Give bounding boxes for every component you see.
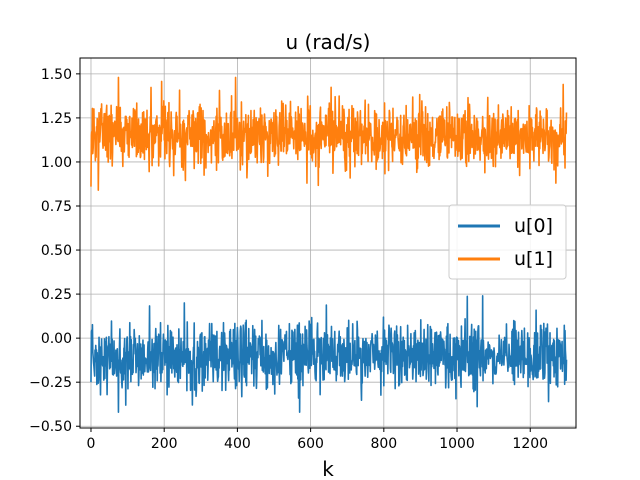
legend[interactable]: u[0] u[1] [448,204,567,280]
y-tick-label: 0.50 [41,243,72,259]
legend-label-u1: u[1] [514,248,553,270]
legend-label-u0: u[0] [514,215,553,237]
y-tick-label: 1.25 [41,111,72,127]
x-tick-label: 1000 [439,436,475,452]
series-layer [90,76,568,413]
x-tick-label: 600 [297,436,324,452]
x-axis-label: k [322,457,334,480]
plot-frame [79,57,577,429]
y-tick-label: 0.75 [41,199,72,215]
y-axis: −0.50 −0.25 0.00 0.25 0.50 0.75 1.00 1.25 1.50 [29,67,80,435]
x-tick-label: 1200 [512,436,548,452]
y-tick-label: −0.25 [29,375,72,391]
y-tick-label: 1.50 [41,67,72,83]
x-tick-label: 0 [87,436,96,452]
series-line-u1 [90,76,568,191]
x-tick-label: 800 [370,436,397,452]
x-axis: 0 200 400 600 800 1000 1200 [87,428,548,452]
y-tick-label: 1.00 [41,155,72,171]
y-tick-label: 0.00 [41,331,72,347]
y-tick-label: 0.25 [41,287,72,303]
chart-title: u (rad/s) [286,30,371,54]
x-tick-label: 400 [224,436,251,452]
series-line-u0 [90,295,568,413]
x-tick-label: 200 [151,436,178,452]
y-tick-label: −0.50 [29,419,72,435]
